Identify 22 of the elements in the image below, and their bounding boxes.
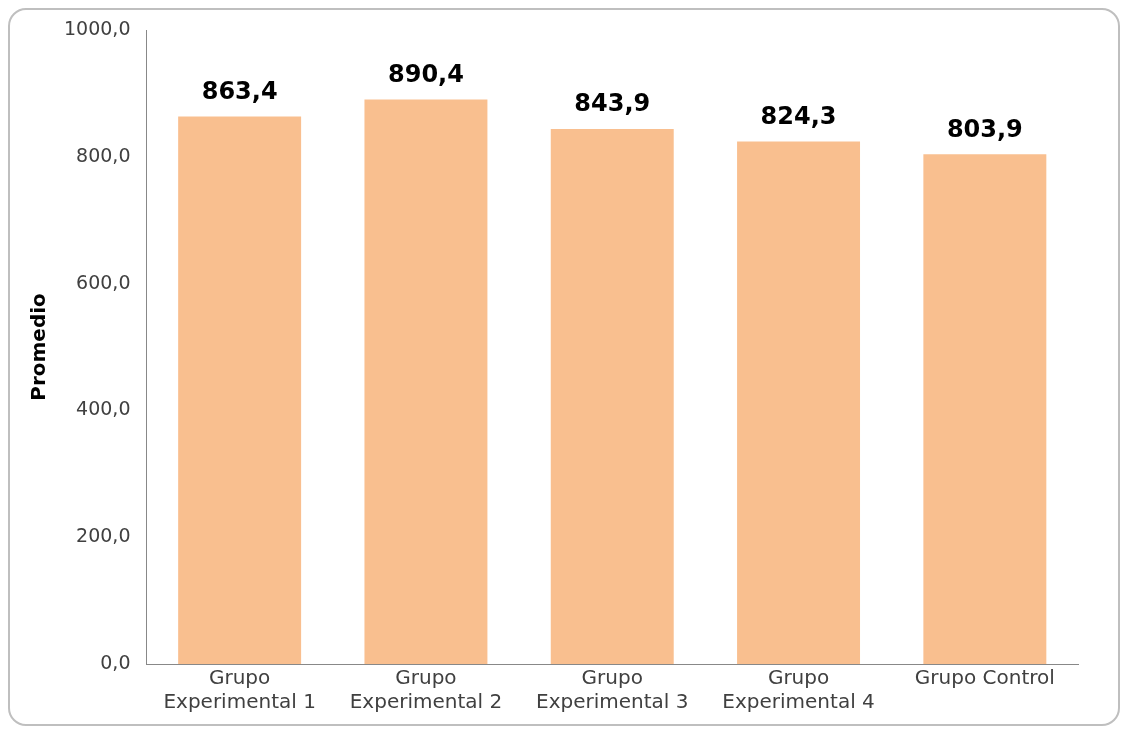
y-tick-label: 200,0 — [76, 524, 131, 547]
data-label: 890,4 — [387, 59, 464, 88]
x-tick-label: Grupo Experimental 1 — [163, 665, 316, 714]
data-label: 824,3 — [760, 101, 837, 130]
x-tick-label: Grupo Experimental 3 — [536, 665, 689, 714]
y-tick-label: 600,0 — [76, 270, 131, 293]
y-tick-label: 0,0 — [100, 650, 131, 673]
y-tick-label: 400,0 — [76, 397, 131, 420]
bar — [178, 116, 302, 664]
y-axis-title: Promedio — [26, 293, 51, 401]
x-tick-label: Grupo Experimental 4 — [722, 665, 875, 714]
bar — [923, 154, 1047, 664]
bar — [737, 141, 861, 664]
bar — [550, 128, 674, 664]
x-tick-label: Grupo Experimental 2 — [349, 665, 503, 714]
bar — [364, 99, 488, 664]
y-tick-label: 1000,0 — [64, 16, 131, 39]
x-tick-label: Grupo Control — [914, 665, 1055, 690]
y-tick-label: 800,0 — [76, 143, 131, 166]
data-label: 803,9 — [946, 114, 1023, 143]
data-label: 863,4 — [201, 76, 278, 105]
data-label: 843,9 — [574, 89, 651, 118]
